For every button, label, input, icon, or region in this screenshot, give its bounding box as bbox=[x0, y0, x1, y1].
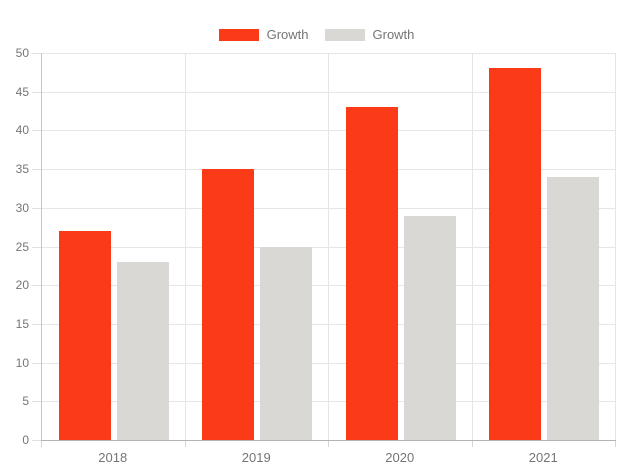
bar-2021-series1[interactable] bbox=[547, 176, 600, 440]
gridline-horizontal bbox=[42, 207, 616, 209]
gridline-horizontal bbox=[42, 323, 616, 325]
x-axis-tick bbox=[184, 441, 186, 447]
gridline-horizontal bbox=[42, 91, 616, 93]
legend-item-0[interactable]: Growth bbox=[218, 27, 309, 43]
x-axis-tick bbox=[328, 441, 329, 447]
y-axis-tick bbox=[32, 401, 41, 403]
x-axis-tick bbox=[41, 441, 42, 447]
y-axis-label: 40 bbox=[15, 123, 29, 138]
bar-2019-series1[interactable] bbox=[260, 246, 313, 440]
y-axis-label: 5 bbox=[22, 394, 29, 409]
legend-swatch-icon bbox=[218, 29, 259, 41]
y-axis-label: 50 bbox=[15, 46, 29, 60]
legend-swatch-icon bbox=[324, 29, 365, 41]
bar-group-2020 bbox=[329, 53, 473, 440]
gridline-vertical bbox=[184, 53, 186, 440]
gridline-horizontal bbox=[42, 285, 616, 287]
y-axis-tick bbox=[32, 91, 41, 93]
y-axis-tick bbox=[32, 130, 41, 132]
x-axis-label: 2020 bbox=[385, 450, 415, 465]
bar-2018-series1[interactable] bbox=[116, 261, 169, 440]
y-axis-tick bbox=[32, 440, 41, 441]
y-axis-label: 15 bbox=[15, 316, 29, 331]
x-axis-label: 2019 bbox=[241, 450, 271, 465]
gridline-horizontal bbox=[42, 401, 616, 403]
bar-2019-series0[interactable] bbox=[202, 169, 255, 440]
plot-area bbox=[41, 53, 616, 441]
bar-group-2018 bbox=[42, 53, 186, 440]
bars-layer bbox=[42, 53, 616, 440]
y-axis-tick bbox=[32, 207, 41, 209]
y-axis-label: 25 bbox=[15, 239, 29, 254]
y-axis-tick bbox=[32, 246, 41, 248]
chart-legend: Growth Growth bbox=[0, 27, 633, 43]
y-axis-tick bbox=[32, 362, 41, 364]
y-axis-label: 10 bbox=[15, 355, 29, 370]
y-axis-tick bbox=[32, 285, 41, 287]
bar-2020-series0[interactable] bbox=[345, 107, 398, 440]
y-axis-tick bbox=[32, 323, 41, 325]
gridline-horizontal bbox=[42, 169, 616, 171]
x-axis-tick bbox=[615, 441, 616, 447]
y-axis-label: 45 bbox=[15, 84, 29, 99]
bar-group-2021 bbox=[473, 53, 617, 440]
y-axis-label: 0 bbox=[22, 433, 29, 447]
x-axis-tick bbox=[471, 441, 473, 447]
x-axis-label: 2021 bbox=[528, 450, 558, 465]
gridline-vertical bbox=[471, 53, 473, 440]
bar-2018-series0[interactable] bbox=[58, 231, 111, 440]
y-axis-label: 35 bbox=[15, 162, 29, 177]
legend-label: Growth bbox=[372, 27, 415, 42]
bar-2020-series1[interactable] bbox=[403, 215, 456, 440]
bar-group-2019 bbox=[186, 53, 330, 440]
x-axis-label: 2018 bbox=[98, 450, 128, 465]
gridline-horizontal bbox=[42, 130, 616, 132]
gridline-vertical bbox=[328, 53, 329, 440]
legend-item-1[interactable]: Growth bbox=[324, 27, 415, 43]
gridline-vertical bbox=[615, 53, 616, 440]
bar-2021-series0[interactable] bbox=[489, 68, 542, 440]
y-axis-label: 20 bbox=[15, 278, 29, 293]
legend-label: Growth bbox=[266, 27, 309, 42]
gridline-horizontal bbox=[42, 362, 616, 364]
y-axis-tick bbox=[32, 169, 41, 171]
y-axis-label: 30 bbox=[15, 200, 29, 215]
gridline-horizontal bbox=[42, 53, 616, 54]
y-axis-tick bbox=[32, 53, 41, 54]
gridline-horizontal bbox=[42, 246, 616, 248]
